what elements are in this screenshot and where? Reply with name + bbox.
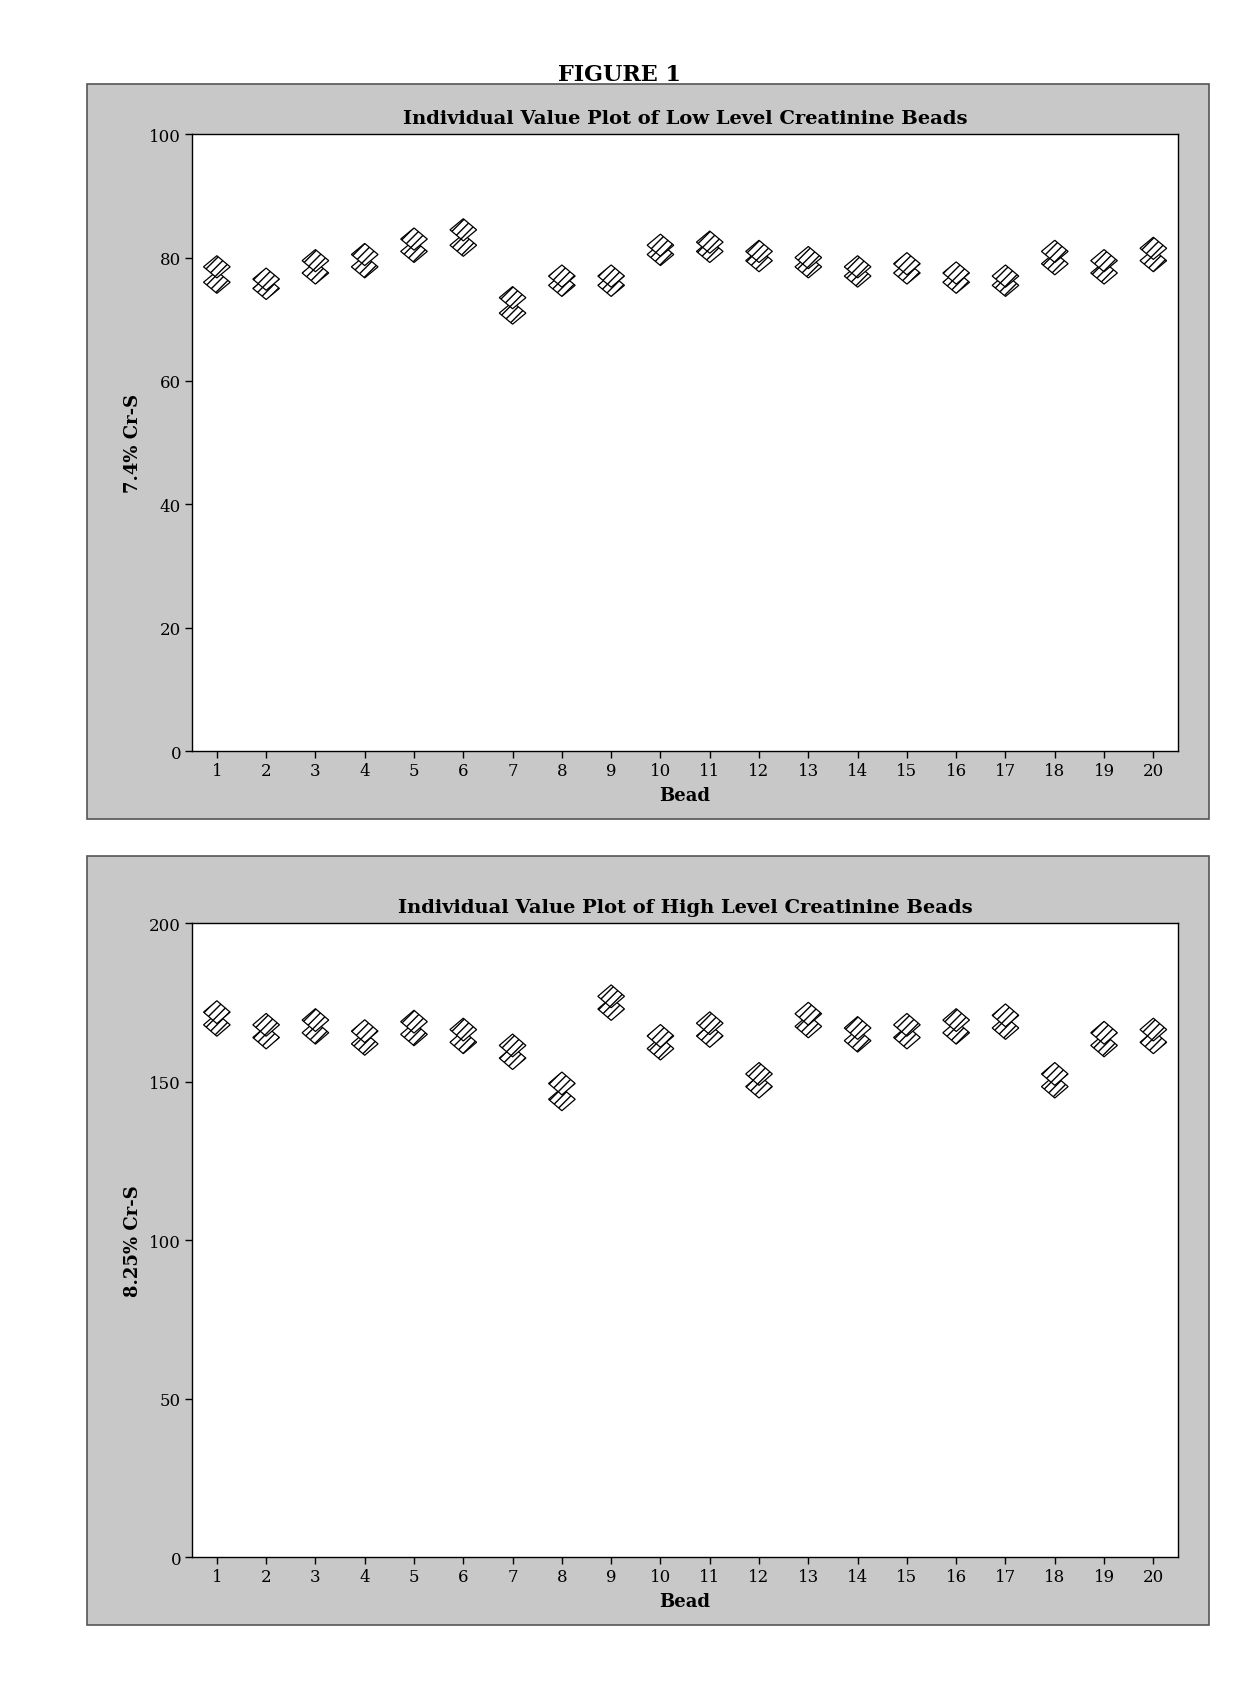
Polygon shape <box>697 1025 723 1047</box>
Polygon shape <box>1042 253 1068 275</box>
Polygon shape <box>500 1047 526 1069</box>
Polygon shape <box>992 1005 1019 1027</box>
Polygon shape <box>450 220 476 242</box>
Polygon shape <box>598 265 625 289</box>
Polygon shape <box>450 235 476 257</box>
Polygon shape <box>697 1012 723 1035</box>
Polygon shape <box>203 257 231 279</box>
Polygon shape <box>351 1032 378 1056</box>
Polygon shape <box>647 245 673 267</box>
Polygon shape <box>992 1017 1019 1040</box>
Polygon shape <box>253 1013 279 1037</box>
Polygon shape <box>548 265 575 289</box>
Polygon shape <box>253 1027 279 1049</box>
Polygon shape <box>303 1008 329 1032</box>
Polygon shape <box>894 253 920 275</box>
Polygon shape <box>1091 1022 1117 1044</box>
Y-axis label: 8.25% Cr-S: 8.25% Cr-S <box>124 1184 143 1297</box>
Polygon shape <box>894 263 920 285</box>
Polygon shape <box>745 1062 773 1086</box>
Polygon shape <box>351 1020 378 1042</box>
Polygon shape <box>894 1013 920 1037</box>
Title: Individual Value Plot of Low Level Creatinine Beads: Individual Value Plot of Low Level Creat… <box>403 110 967 128</box>
Polygon shape <box>500 1034 526 1057</box>
Polygon shape <box>745 1076 773 1098</box>
Polygon shape <box>500 302 526 324</box>
Polygon shape <box>598 275 625 297</box>
Polygon shape <box>203 272 231 294</box>
Polygon shape <box>548 1088 575 1111</box>
Polygon shape <box>745 242 773 263</box>
Polygon shape <box>401 1024 428 1045</box>
Polygon shape <box>894 1027 920 1049</box>
Polygon shape <box>992 265 1019 289</box>
X-axis label: Bead: Bead <box>660 1593 711 1610</box>
Polygon shape <box>351 257 378 279</box>
Polygon shape <box>795 247 822 270</box>
Polygon shape <box>1140 238 1167 260</box>
Polygon shape <box>942 272 970 294</box>
Polygon shape <box>647 1025 673 1047</box>
Polygon shape <box>1091 263 1117 285</box>
Polygon shape <box>450 1018 476 1042</box>
Polygon shape <box>548 1073 575 1094</box>
Polygon shape <box>253 279 279 301</box>
Polygon shape <box>942 1022 970 1044</box>
Polygon shape <box>844 257 870 279</box>
Polygon shape <box>942 1008 970 1032</box>
Polygon shape <box>697 242 723 263</box>
Polygon shape <box>647 1037 673 1061</box>
Title: Individual Value Plot of High Level Creatinine Beads: Individual Value Plot of High Level Crea… <box>398 899 972 917</box>
Polygon shape <box>647 235 673 257</box>
Polygon shape <box>351 245 378 267</box>
Polygon shape <box>401 1010 428 1034</box>
Polygon shape <box>203 1013 231 1037</box>
Polygon shape <box>303 250 329 272</box>
Polygon shape <box>598 998 625 1020</box>
Polygon shape <box>401 242 428 263</box>
Polygon shape <box>1140 1018 1167 1042</box>
Text: FIGURE 1: FIGURE 1 <box>558 64 682 86</box>
Polygon shape <box>1091 250 1117 272</box>
Polygon shape <box>598 985 625 1008</box>
Polygon shape <box>1140 1032 1167 1054</box>
Polygon shape <box>795 1015 822 1039</box>
Polygon shape <box>303 1022 329 1044</box>
Polygon shape <box>1091 1034 1117 1057</box>
Polygon shape <box>450 1032 476 1054</box>
Polygon shape <box>697 231 723 253</box>
Polygon shape <box>795 257 822 279</box>
Polygon shape <box>844 1017 870 1040</box>
Polygon shape <box>1042 242 1068 263</box>
Polygon shape <box>548 275 575 297</box>
Polygon shape <box>992 275 1019 297</box>
Polygon shape <box>1042 1076 1068 1098</box>
Polygon shape <box>500 287 526 309</box>
Polygon shape <box>844 1030 870 1052</box>
Polygon shape <box>745 250 773 272</box>
Polygon shape <box>303 263 329 285</box>
Polygon shape <box>401 228 428 252</box>
X-axis label: Bead: Bead <box>660 787 711 804</box>
Y-axis label: 7.4% Cr-S: 7.4% Cr-S <box>124 394 143 493</box>
Polygon shape <box>1140 250 1167 272</box>
Polygon shape <box>795 1003 822 1025</box>
Polygon shape <box>844 265 870 289</box>
Polygon shape <box>942 263 970 285</box>
Polygon shape <box>203 1002 231 1024</box>
Polygon shape <box>1042 1062 1068 1086</box>
Polygon shape <box>253 269 279 291</box>
